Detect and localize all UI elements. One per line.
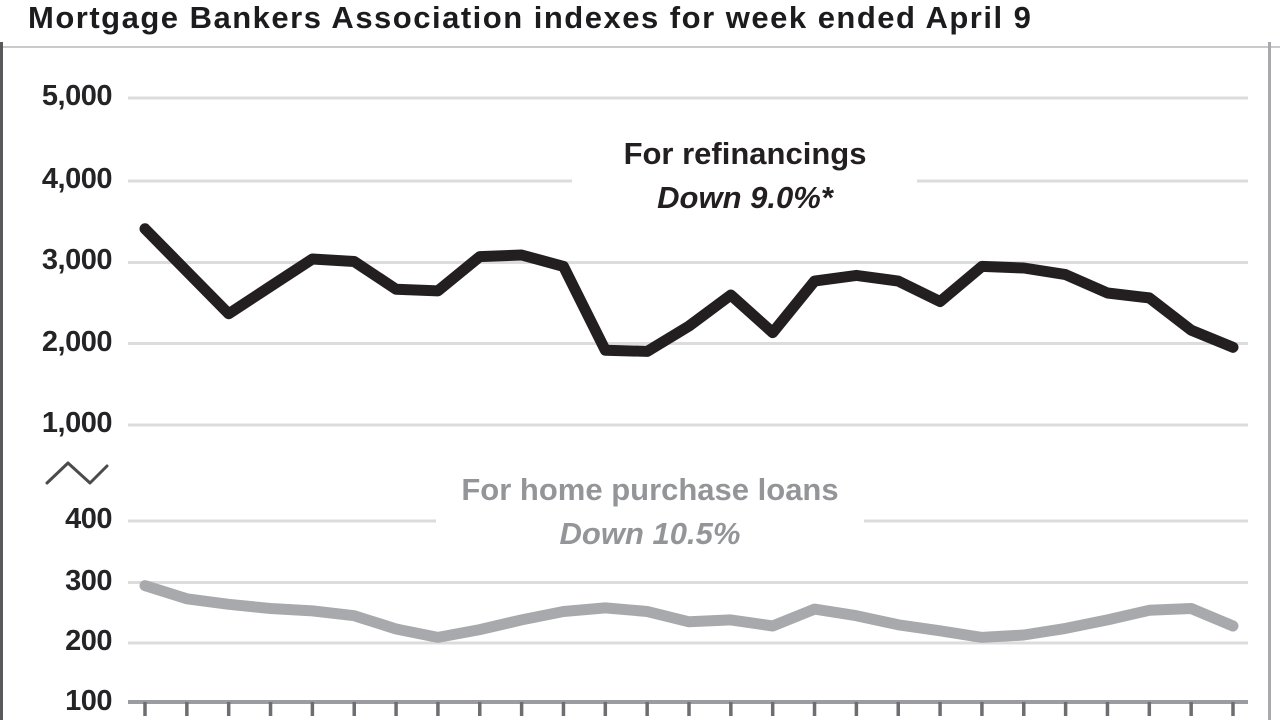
purchase-loans-line <box>139 580 1239 643</box>
x-axis-ticks <box>143 702 1235 716</box>
chart-title: Mortgage Bankers Association indexes for… <box>28 0 1033 35</box>
left-frame-line <box>0 42 3 720</box>
y-axis-label: 2,000 <box>41 326 113 359</box>
refinancings-change-label: Down 9.0%* <box>657 180 833 215</box>
y-axis-label: 3,000 <box>41 244 113 277</box>
y-axis-label: 1,000 <box>41 407 113 440</box>
y-axis-label: 200 <box>65 625 112 658</box>
refi-label-mask <box>572 132 917 218</box>
refinancings-line <box>139 223 1239 357</box>
title-divider <box>0 46 1280 48</box>
purchase-label-mask <box>436 468 864 556</box>
refinancings-series-label: For refinancings <box>623 136 867 171</box>
y-axis-label: 5,000 <box>41 80 113 113</box>
purchase-loans-change-label: Down 10.5% <box>559 516 741 551</box>
y-axis-label: 300 <box>65 565 112 598</box>
purchase-loans-series-label: For home purchase loans <box>461 472 839 507</box>
y-axis-label: 400 <box>65 503 112 536</box>
y-axis-label: 4,000 <box>41 163 113 196</box>
right-frame-line <box>1268 42 1271 720</box>
axis-break-icon <box>45 461 109 485</box>
y-axis-label: 100 <box>65 685 112 718</box>
